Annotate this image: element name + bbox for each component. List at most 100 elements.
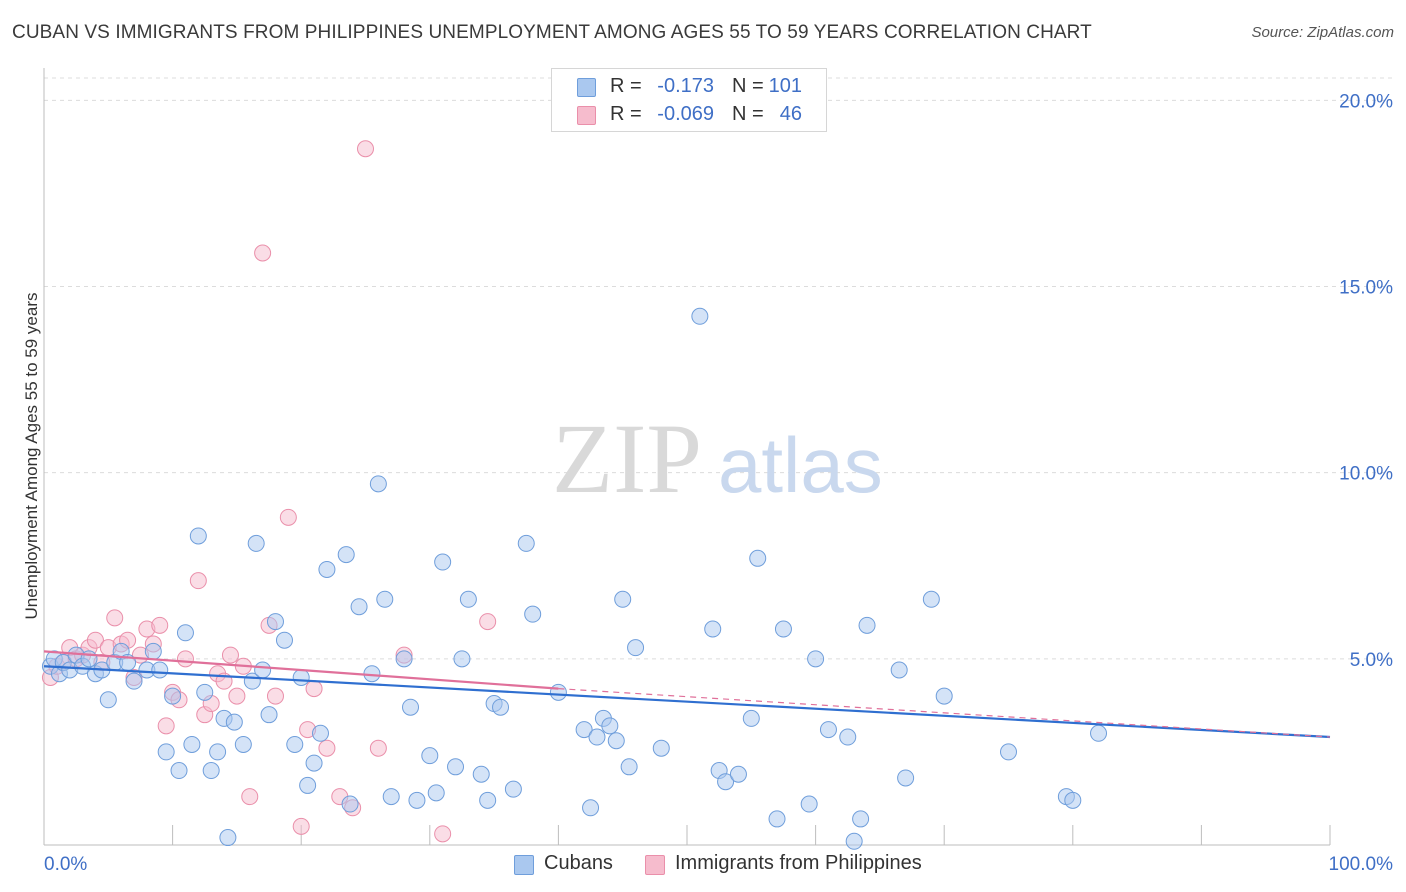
philippines-point: [151, 616, 169, 634]
cubans-point: [234, 735, 252, 753]
cubans-point: [742, 709, 760, 727]
philippines-point: [279, 508, 297, 526]
cubans-point: [819, 721, 837, 739]
philippines-point: [176, 650, 194, 668]
y-tick-label: 5.0%: [1350, 650, 1393, 671]
cubans-point: [890, 661, 908, 679]
cubans-point: [453, 650, 471, 668]
cubans-point: [935, 687, 953, 705]
cubans-point: [614, 590, 632, 608]
cubans-point: [922, 590, 940, 608]
cubans-point: [341, 795, 359, 813]
philippines-point: [228, 687, 246, 705]
y-tick-label: 20.0%: [1339, 91, 1393, 112]
legend-label-philippines: Immigrants from Philippines: [675, 852, 922, 874]
cubans-point: [601, 717, 619, 735]
r-value: -0.069: [657, 103, 714, 125]
cubans-point: [627, 639, 645, 657]
cubans-point: [164, 687, 182, 705]
cubans-point: [807, 650, 825, 668]
cubans-trend-line: [43, 665, 1331, 739]
cubans-point: [376, 590, 394, 608]
n-value: 46: [779, 103, 802, 125]
cubans-point: [620, 758, 638, 776]
cubans-point: [183, 735, 201, 753]
cubans-point: [209, 743, 227, 761]
cubans-point: [749, 549, 767, 567]
philippines-point: [189, 572, 207, 590]
cubans-point: [459, 590, 477, 608]
cubans-point: [582, 799, 600, 817]
cubans-point: [852, 810, 870, 828]
cubans-point: [176, 624, 194, 642]
philippines-point: [157, 717, 175, 735]
cubans-point: [575, 721, 593, 739]
philippines-swatch: [577, 106, 596, 125]
source-label: Source: ZipAtlas.com: [1251, 24, 1394, 41]
cubans-point: [382, 788, 400, 806]
cubans-point: [652, 739, 670, 757]
y-tick-labels: 5.0% 10.0% 15.0% 20.0%: [1339, 91, 1393, 670]
n-label: N =: [732, 103, 764, 125]
cubans-point: [774, 620, 792, 638]
cubans-point: [421, 747, 439, 765]
philippines-point: [479, 613, 497, 631]
cubans-point: [395, 650, 413, 668]
n-value: 101: [768, 75, 802, 97]
cubans-point: [1090, 724, 1108, 742]
philippines-trend-extension: [558, 688, 1331, 738]
philippines-point: [434, 825, 452, 843]
cubans-point: [402, 698, 420, 716]
cubans-point: [1000, 743, 1017, 761]
axes: [43, 68, 1331, 846]
x-tick-label: 0.0%: [44, 854, 87, 875]
cubans-point: [170, 762, 188, 780]
cubans-swatch: [514, 855, 534, 875]
cubans-point: [299, 776, 317, 794]
cubans-point: [157, 743, 175, 761]
y-axis-label: Unemployment Among Ages 55 to 59 years: [22, 293, 41, 620]
cubans-point: [691, 307, 709, 325]
cubans-point: [350, 598, 368, 616]
y-tick-label: 15.0%: [1339, 278, 1393, 299]
cubans-point: [434, 553, 452, 571]
r-label: R =: [610, 75, 642, 97]
philippines-swatch: [645, 855, 665, 875]
philippines-point: [305, 680, 323, 698]
cubans-point: [369, 475, 387, 493]
n-label: N =: [732, 75, 764, 97]
cubans-point: [318, 560, 336, 578]
cubans-point: [144, 642, 162, 660]
cubans-point: [247, 534, 265, 552]
cubans-point: [292, 668, 310, 686]
philippines-point: [266, 687, 284, 705]
cubans-point: [427, 784, 445, 802]
cubans-point: [839, 728, 857, 746]
y-tick-label: 10.0%: [1339, 464, 1393, 485]
legend-row-cubans: R = -0.173 N = 101: [552, 73, 826, 101]
cubans-point: [607, 732, 625, 750]
cubans-point: [1064, 791, 1082, 809]
cubans-swatch: [577, 78, 596, 97]
cubans-point: [260, 706, 278, 724]
cubans-point: [447, 758, 465, 776]
cubans-point: [305, 754, 323, 772]
philippines-trend-line: [43, 650, 559, 690]
watermark-atlas: atlas: [718, 421, 883, 509]
philippines-point: [357, 140, 374, 158]
cubans-point: [408, 791, 426, 809]
x-tick-labels: 0.0% 100.0%: [44, 854, 1393, 875]
cubans-point: [196, 683, 214, 701]
philippines-point: [292, 817, 310, 835]
cubans-point: [704, 620, 722, 638]
cubans-point: [845, 832, 863, 850]
cubans-point: [479, 791, 497, 809]
philippines-point: [241, 788, 259, 806]
legend-label-cubans: Cubans: [544, 852, 613, 874]
r-label: R =: [610, 103, 642, 125]
philippines-point: [318, 739, 336, 757]
r-value: -0.173: [657, 75, 714, 97]
cubans-point: [588, 728, 606, 746]
chart-title: CUBAN VS IMMIGRANTS FROM PHILIPPINES UNE…: [12, 22, 1092, 43]
